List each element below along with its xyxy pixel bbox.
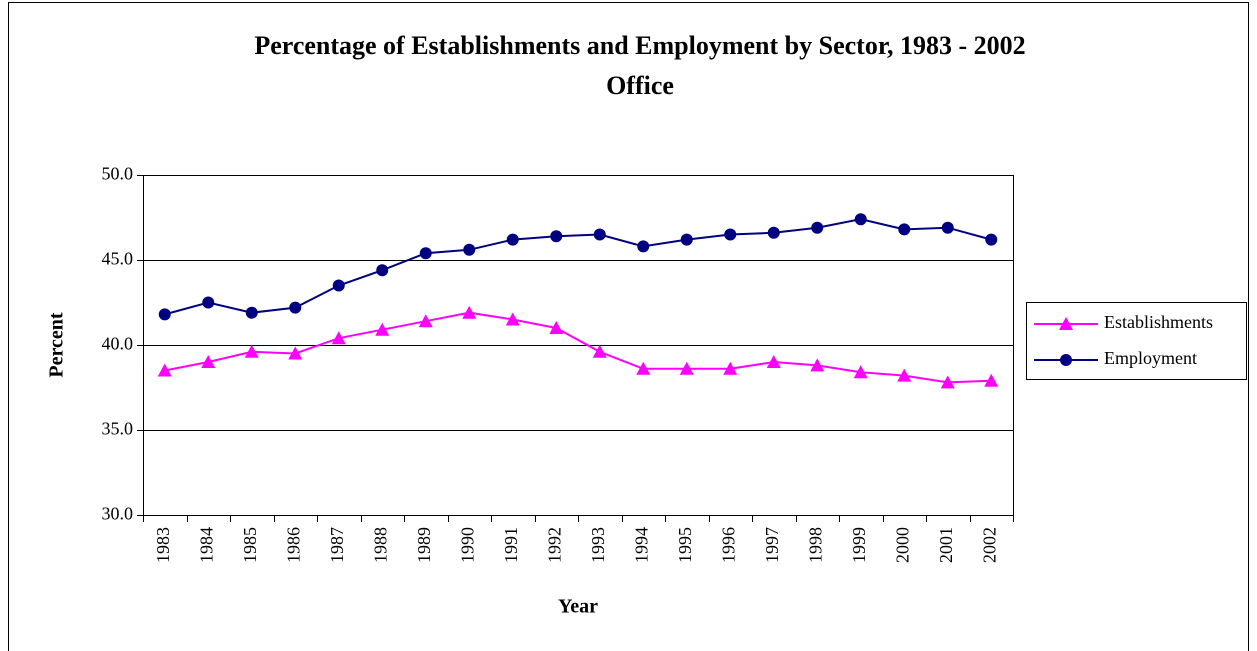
circle-marker (419, 247, 432, 260)
y-axis-label: Percent (46, 312, 68, 377)
x-tick-label: 1985 (240, 527, 260, 563)
triangle-marker (984, 373, 999, 387)
y-tick-label: 35.0 (102, 419, 134, 439)
triangle-marker (766, 355, 781, 368)
circle-marker (332, 279, 345, 292)
triangle-marker (549, 321, 564, 334)
circle-marker (767, 226, 780, 239)
series-line (164, 218, 992, 316)
triangle-marker (679, 361, 694, 375)
triangle-marker (853, 365, 868, 379)
triangle-marker (462, 305, 477, 319)
circle-marker (550, 230, 563, 243)
y-tick-label: 45.0 (102, 249, 134, 269)
x-tick-label: 2000 (892, 527, 912, 563)
circle-marker (202, 296, 215, 309)
legend-box (1026, 302, 1247, 380)
x-tick-label: 1992 (544, 527, 564, 563)
x-tick-label: 1994 (631, 527, 651, 563)
x-tick-label: 2002 (979, 527, 999, 563)
circle-marker (854, 213, 867, 226)
legend-label: Employment (1104, 348, 1197, 368)
circle-marker (1060, 354, 1072, 366)
triangle-marker (244, 344, 259, 358)
circle-marker (724, 228, 737, 241)
chart-subtitle: Office (606, 71, 674, 100)
y-tick-label: 30.0 (102, 504, 134, 524)
x-tick-label: 1997 (762, 527, 782, 563)
triangle-marker (288, 346, 303, 360)
triangle-marker (1059, 317, 1073, 330)
x-tick-label: 1986 (283, 527, 303, 563)
x-tick-label: 1999 (849, 527, 869, 563)
x-tick-label: 1983 (153, 527, 173, 563)
circle-marker (463, 243, 476, 256)
x-axis-label: Year (558, 596, 598, 618)
triangle-marker (157, 363, 172, 377)
circle-marker (898, 223, 911, 236)
x-tick-label: 1996 (718, 527, 738, 563)
triangle-marker (636, 361, 651, 375)
x-tick-label: 2001 (936, 527, 956, 563)
y-tick-label: 40.0 (102, 334, 134, 354)
x-tick-label: 1998 (805, 527, 825, 563)
circle-marker (376, 264, 389, 277)
legend-label: Establishments (1104, 312, 1213, 332)
chart-title: Percentage of Establishments and Employm… (254, 31, 1025, 60)
triangle-marker (201, 355, 216, 368)
circle-marker (811, 221, 824, 234)
triangle-marker (810, 358, 825, 372)
series-line (164, 311, 992, 384)
circle-marker (637, 240, 650, 253)
triangle-marker (331, 331, 346, 345)
x-tick-label: 1989 (414, 527, 434, 563)
circle-marker (593, 228, 606, 241)
triangle-marker (592, 344, 607, 358)
circle-marker (506, 233, 519, 246)
circle-marker (985, 233, 998, 246)
triangle-marker (940, 375, 955, 389)
triangle-marker (375, 322, 390, 336)
y-tick-label: 50.0 (102, 164, 134, 184)
circle-marker (158, 308, 171, 321)
circle-marker (245, 306, 258, 319)
triangle-marker (505, 312, 520, 326)
circle-marker (680, 233, 693, 246)
x-tick-label: 1995 (675, 527, 695, 563)
x-tick-label: 1988 (370, 527, 390, 563)
circle-marker (289, 301, 302, 314)
x-tick-label: 1993 (588, 527, 608, 563)
x-tick-label: 1987 (327, 527, 347, 563)
circle-marker (941, 221, 954, 234)
triangle-marker (723, 361, 738, 375)
triangle-marker (897, 368, 912, 382)
x-tick-label: 1984 (196, 527, 216, 563)
x-tick-label: 1991 (501, 527, 521, 563)
triangle-marker (418, 314, 433, 328)
x-tick-label: 1990 (457, 527, 477, 563)
